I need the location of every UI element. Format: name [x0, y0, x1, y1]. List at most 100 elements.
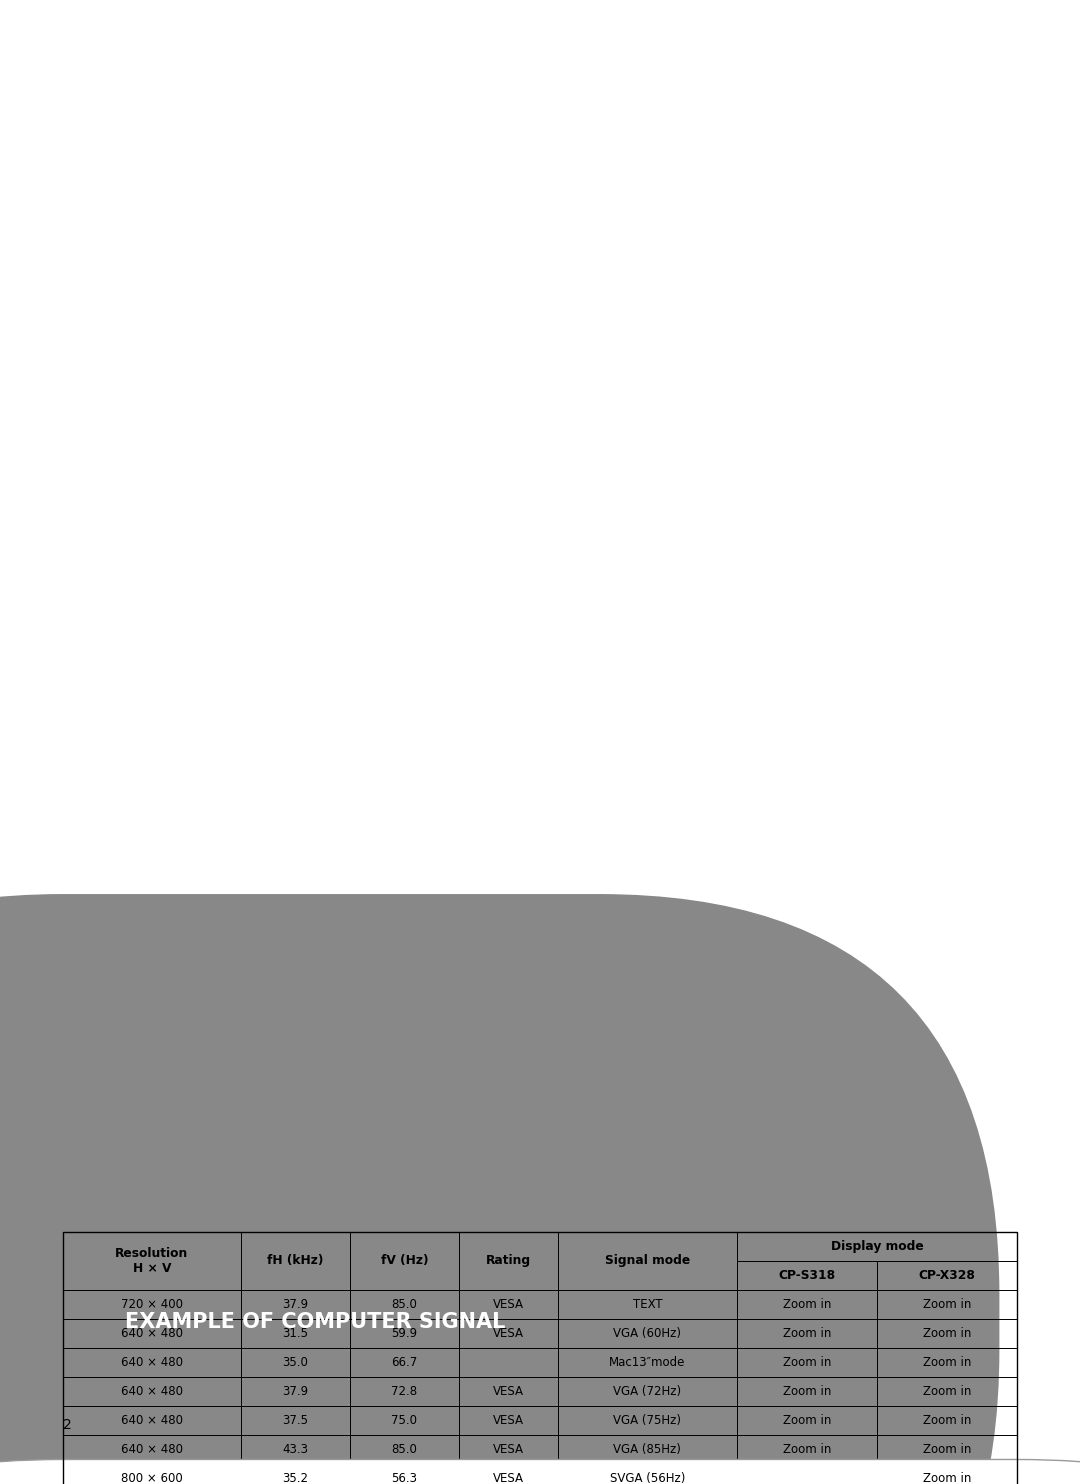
Text: Rating: Rating [486, 1254, 531, 1267]
Text: VESA: VESA [492, 1298, 524, 1310]
Bar [459, 1319, 558, 1347]
Bar [558, 1290, 737, 1319]
Bar [558, 1319, 737, 1347]
Bar [558, 1435, 737, 1465]
Text: Zoom in: Zoom in [923, 1356, 971, 1370]
Bar [877, 1347, 1017, 1377]
Bar [558, 1407, 737, 1435]
Bar [459, 1407, 558, 1435]
Bar [63, 1377, 241, 1407]
Text: Zoom in: Zoom in [923, 1385, 971, 1398]
Bar [241, 1407, 350, 1435]
Text: 37.5: 37.5 [283, 1414, 309, 1428]
Bar [558, 1347, 737, 1377]
Bar [63, 1232, 241, 1290]
Bar [63, 1347, 241, 1377]
Bar [558, 1232, 737, 1290]
Text: Zoom in: Zoom in [783, 1327, 831, 1340]
Bar [459, 1319, 558, 1347]
Text: 640 × 480: 640 × 480 [121, 1444, 183, 1456]
Bar [877, 1407, 1017, 1435]
Bar [350, 1290, 459, 1319]
Bar [737, 1377, 877, 1407]
Bar [241, 1465, 350, 1484]
Bar [241, 1465, 350, 1484]
Text: fH (kHz): fH (kHz) [268, 1254, 324, 1267]
Text: 75.0: 75.0 [391, 1414, 418, 1428]
Bar [877, 1290, 1017, 1319]
Bar [459, 1435, 558, 1465]
Bar [241, 1377, 350, 1407]
Text: 56.3: 56.3 [391, 1472, 418, 1484]
Bar [558, 1435, 737, 1465]
Text: VESA: VESA [492, 1414, 524, 1428]
Bar [558, 1377, 737, 1407]
Bar [877, 1435, 1017, 1465]
Text: Zoom in: Zoom in [783, 1385, 831, 1398]
Bar [63, 1232, 1017, 1484]
Bar [459, 1465, 558, 1484]
Bar [241, 1232, 350, 1290]
Bar [737, 1290, 877, 1319]
Bar [241, 1347, 350, 1377]
Bar [877, 1319, 1017, 1347]
Text: Mac13″mode: Mac13″mode [609, 1356, 686, 1370]
Text: Zoom in: Zoom in [783, 1356, 831, 1370]
Bar [737, 1407, 877, 1435]
Bar [459, 1465, 558, 1484]
Text: Zoom in: Zoom in [923, 1414, 971, 1428]
Bar [63, 1465, 241, 1484]
Bar [558, 1407, 737, 1435]
Bar [737, 1407, 877, 1435]
Bar [350, 1319, 459, 1347]
FancyBboxPatch shape [0, 893, 999, 1484]
Bar [877, 1347, 1017, 1377]
Bar [558, 1465, 737, 1484]
Bar [558, 1319, 737, 1347]
Text: VESA: VESA [492, 1385, 524, 1398]
Bar [63, 1377, 241, 1407]
Bar [350, 1435, 459, 1465]
Bar [737, 1261, 877, 1290]
Bar [558, 1290, 737, 1319]
Text: EXAMPLE OF COMPUTER SIGNAL: EXAMPLE OF COMPUTER SIGNAL [124, 1312, 505, 1333]
Text: 66.7: 66.7 [391, 1356, 418, 1370]
Bar [63, 1435, 241, 1465]
Text: VGA (75Hz): VGA (75Hz) [613, 1414, 681, 1428]
Bar [241, 1290, 350, 1319]
Bar [241, 1319, 350, 1347]
Bar [737, 1435, 877, 1465]
Bar [737, 1290, 877, 1319]
Bar [350, 1347, 459, 1377]
Bar [63, 1347, 241, 1377]
Bar [737, 1465, 877, 1484]
Text: VGA (60Hz): VGA (60Hz) [613, 1327, 681, 1340]
Bar [877, 1465, 1017, 1484]
Bar [350, 1407, 459, 1435]
Bar [737, 1435, 877, 1465]
Bar [63, 1290, 241, 1319]
Bar [737, 1347, 877, 1377]
Bar [737, 1347, 877, 1377]
Bar [459, 1347, 558, 1377]
Bar [877, 1407, 1017, 1435]
Text: VESA: VESA [492, 1444, 524, 1456]
Text: Zoom in: Zoom in [923, 1472, 971, 1484]
Bar [241, 1347, 350, 1377]
Bar [737, 1465, 877, 1484]
Text: 37.9: 37.9 [283, 1385, 309, 1398]
Bar [350, 1407, 459, 1435]
Text: Zoom in: Zoom in [923, 1327, 971, 1340]
Bar [459, 1435, 558, 1465]
Bar [350, 1377, 459, 1407]
Text: SVGA (56Hz): SVGA (56Hz) [610, 1472, 685, 1484]
Bar [737, 1319, 877, 1347]
Bar [350, 1377, 459, 1407]
Text: Zoom in: Zoom in [923, 1298, 971, 1310]
Bar [459, 1232, 558, 1290]
Bar [459, 1377, 558, 1407]
Text: fV (Hz): fV (Hz) [380, 1254, 428, 1267]
Bar [350, 1319, 459, 1347]
Bar [350, 1465, 459, 1484]
Text: Display mode: Display mode [831, 1239, 923, 1252]
